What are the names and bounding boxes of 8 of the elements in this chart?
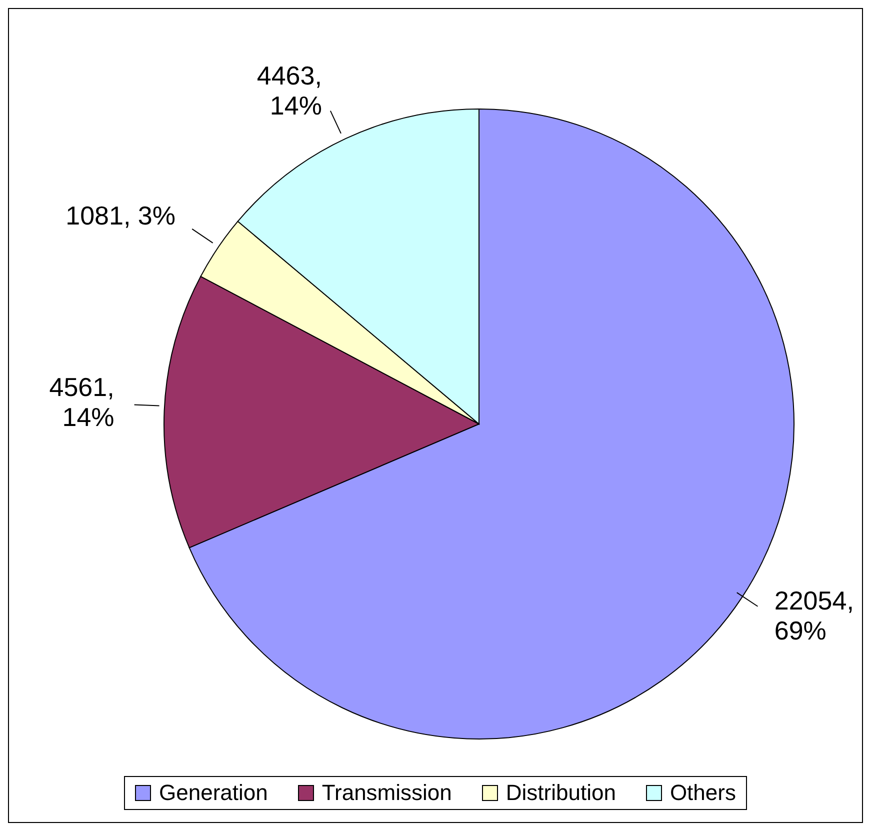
legend-label: Distribution	[506, 780, 616, 806]
data-label: 4463, 14%	[256, 60, 322, 121]
legend-label: Others	[670, 780, 736, 806]
data-label: 22054, 69%	[774, 585, 854, 646]
legend-label: Transmission	[322, 780, 452, 806]
legend-label: Generation	[159, 780, 268, 806]
data-label: 1081, 3%	[66, 200, 176, 231]
data-label: 4561, 14%	[49, 372, 114, 432]
